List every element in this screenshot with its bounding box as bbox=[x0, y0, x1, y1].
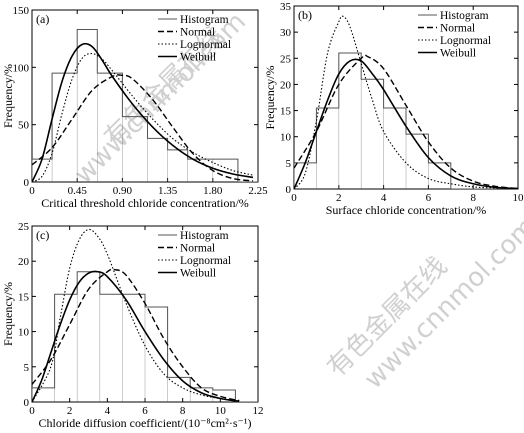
x-tick-label: 10 bbox=[513, 192, 524, 204]
normal-curve bbox=[32, 74, 254, 182]
y-tick-label: 20 bbox=[280, 79, 292, 91]
plot-area bbox=[294, 15, 518, 189]
y-axis-label: Frequency/% bbox=[1, 282, 15, 346]
y-tick-label: 150 bbox=[13, 5, 30, 17]
plot-area bbox=[32, 28, 258, 182]
histogram-series bbox=[32, 28, 258, 182]
legend-label-weibull: Weibull bbox=[180, 52, 216, 64]
legend-label-histogram: Histogram bbox=[180, 230, 229, 242]
x-tick-label: 8 bbox=[180, 405, 186, 417]
x-axis-label: Chloride diffusion coefficient/(10⁻⁸cm²·… bbox=[39, 416, 252, 430]
x-tick-label: 10 bbox=[215, 405, 227, 417]
panel-label: (b) bbox=[298, 8, 312, 22]
x-tick-label: 0 bbox=[291, 192, 297, 204]
y-tick-label: 20 bbox=[18, 256, 30, 268]
plot-frame bbox=[31, 9, 259, 183]
x-tick-label: 0.90 bbox=[113, 185, 133, 197]
panel-label: (c) bbox=[36, 228, 49, 242]
legend-label-normal: Normal bbox=[180, 27, 215, 39]
x-tick-label: 8 bbox=[470, 192, 476, 204]
legend-label-normal: Normal bbox=[180, 243, 215, 255]
weibull-curve bbox=[32, 270, 240, 402]
x-tick-label: 2.25 bbox=[248, 185, 268, 197]
lognormal-curve bbox=[32, 52, 254, 182]
x-tick-label: 6 bbox=[142, 405, 148, 417]
x-tick-label: 4 bbox=[381, 192, 387, 204]
weibull-curve bbox=[294, 58, 518, 189]
y-tick-label: 25 bbox=[18, 221, 30, 233]
normal-curve bbox=[32, 268, 240, 402]
x-tick-label: 0 bbox=[29, 405, 35, 417]
y-tick-label: 15 bbox=[280, 106, 292, 118]
y-tick-label: 10 bbox=[18, 327, 30, 339]
panel-label: (a) bbox=[36, 12, 49, 26]
legend-label-lognormal: Lognormal bbox=[180, 255, 231, 267]
x-tick-label: 0.45 bbox=[68, 185, 88, 197]
y-tick-label: 0 bbox=[24, 397, 30, 409]
x-tick-label: 6 bbox=[426, 192, 432, 204]
legend-label-normal: Normal bbox=[440, 23, 475, 35]
x-tick-label: 1.80 bbox=[203, 185, 223, 197]
y-tick-label: 30 bbox=[280, 27, 292, 39]
x-tick-label: 12 bbox=[253, 405, 264, 417]
lognormal-curve bbox=[294, 15, 518, 189]
x-tick-label: 2 bbox=[67, 405, 73, 417]
y-axis-label: Frequency/% bbox=[263, 66, 277, 130]
y-tick-label: 35 bbox=[280, 1, 292, 13]
weibull-curve bbox=[32, 42, 254, 182]
legend-label-lognormal: Lognormal bbox=[440, 35, 491, 47]
plot-area bbox=[32, 228, 258, 402]
y-tick-label: 15 bbox=[18, 291, 30, 303]
y-tick-label: 25 bbox=[280, 53, 292, 65]
y-tick-label: 100 bbox=[13, 62, 30, 74]
y-tick-label: 5 bbox=[24, 362, 30, 374]
chart-panel-a: 0 0.45 0.90 1.35 1.80 2.25 0 50 100 150 Critical t… bbox=[1, 5, 268, 210]
y-tick-label: 5 bbox=[286, 158, 292, 170]
x-axis-label: Surface chloride concentration/% bbox=[326, 203, 487, 217]
x-tick-label: 4 bbox=[105, 405, 111, 417]
x-tick-label: 0 bbox=[29, 185, 35, 197]
y-tick-label: 0 bbox=[286, 184, 292, 196]
legend-label-weibull: Weibull bbox=[440, 48, 476, 60]
x-tick-label: 1.35 bbox=[158, 185, 178, 197]
y-axis-label: Frequency/% bbox=[1, 64, 15, 128]
legend-label-histogram: Histogram bbox=[440, 10, 489, 22]
legend-label-weibull: Weibull bbox=[180, 268, 216, 280]
y-tick-label: 0 bbox=[24, 177, 30, 189]
lognormal-curve bbox=[32, 228, 240, 402]
y-tick-label: 10 bbox=[280, 132, 292, 144]
x-tick-label: 2 bbox=[336, 192, 342, 204]
legend-label-lognormal: Lognormal bbox=[180, 39, 231, 51]
y-tick-label: 50 bbox=[18, 120, 30, 132]
x-axis-label: Critical threshold chloride concentratio… bbox=[41, 196, 249, 210]
normal-curve bbox=[294, 54, 518, 189]
chart-panel-b: 0 2 4 6 8 10 0 5 10 15 20 25 30 35 Surface chloride co… bbox=[263, 1, 524, 217]
watermark-url-a: www.cnnmol.com bbox=[69, 7, 252, 190]
legend-label-histogram: Histogram bbox=[180, 14, 229, 26]
chart-panel-c: 0 2 4 6 8 10 12 0 5 10 15 20 25 Chloride diffusion co… bbox=[1, 221, 264, 430]
